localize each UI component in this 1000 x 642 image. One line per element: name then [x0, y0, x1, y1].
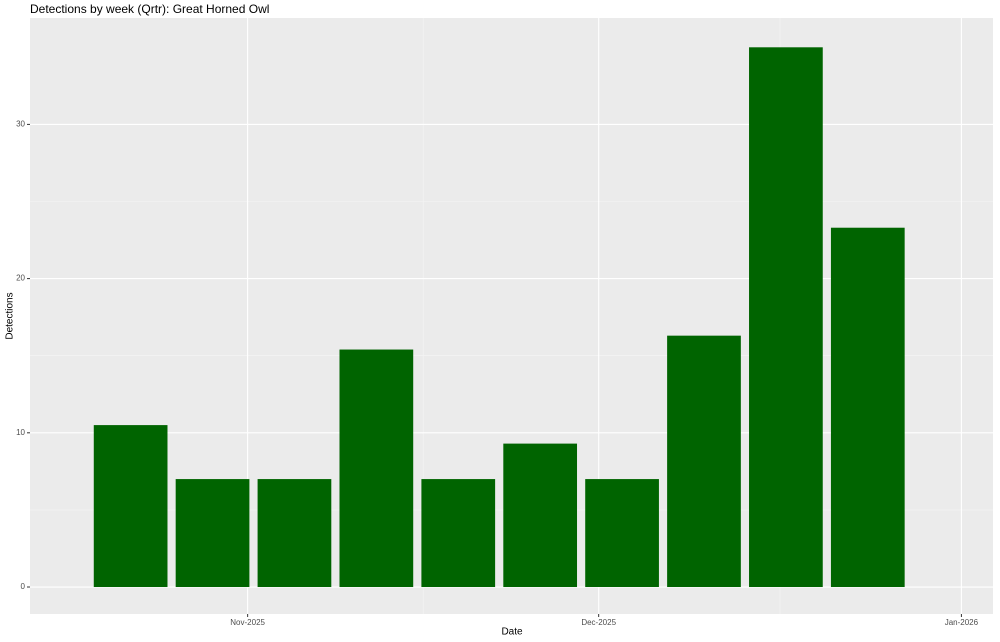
y-tick-label: 0: [21, 582, 26, 591]
y-axis-title: Detections: [5, 292, 16, 339]
bar: [421, 479, 496, 588]
x-axis-title: Date: [501, 627, 523, 638]
chart-title: Detections by week (Qrtr): Great Horned …: [30, 2, 269, 16]
y-tick-label: 10: [16, 428, 25, 437]
bar: [749, 47, 823, 588]
y-tick-label: 30: [16, 120, 25, 129]
bar: [667, 335, 741, 588]
bar: [503, 443, 578, 588]
bar: [175, 479, 250, 588]
bar: [93, 425, 168, 588]
bar: [339, 349, 414, 588]
x-tick-label: Nov-2025: [230, 618, 265, 627]
y-tick-label: 20: [16, 274, 25, 283]
bar: [585, 479, 659, 588]
bar: [257, 479, 332, 588]
x-tick-label: Jan-2026: [945, 618, 979, 627]
bar: [830, 227, 905, 588]
x-tick-label: Dec-2025: [581, 618, 616, 627]
